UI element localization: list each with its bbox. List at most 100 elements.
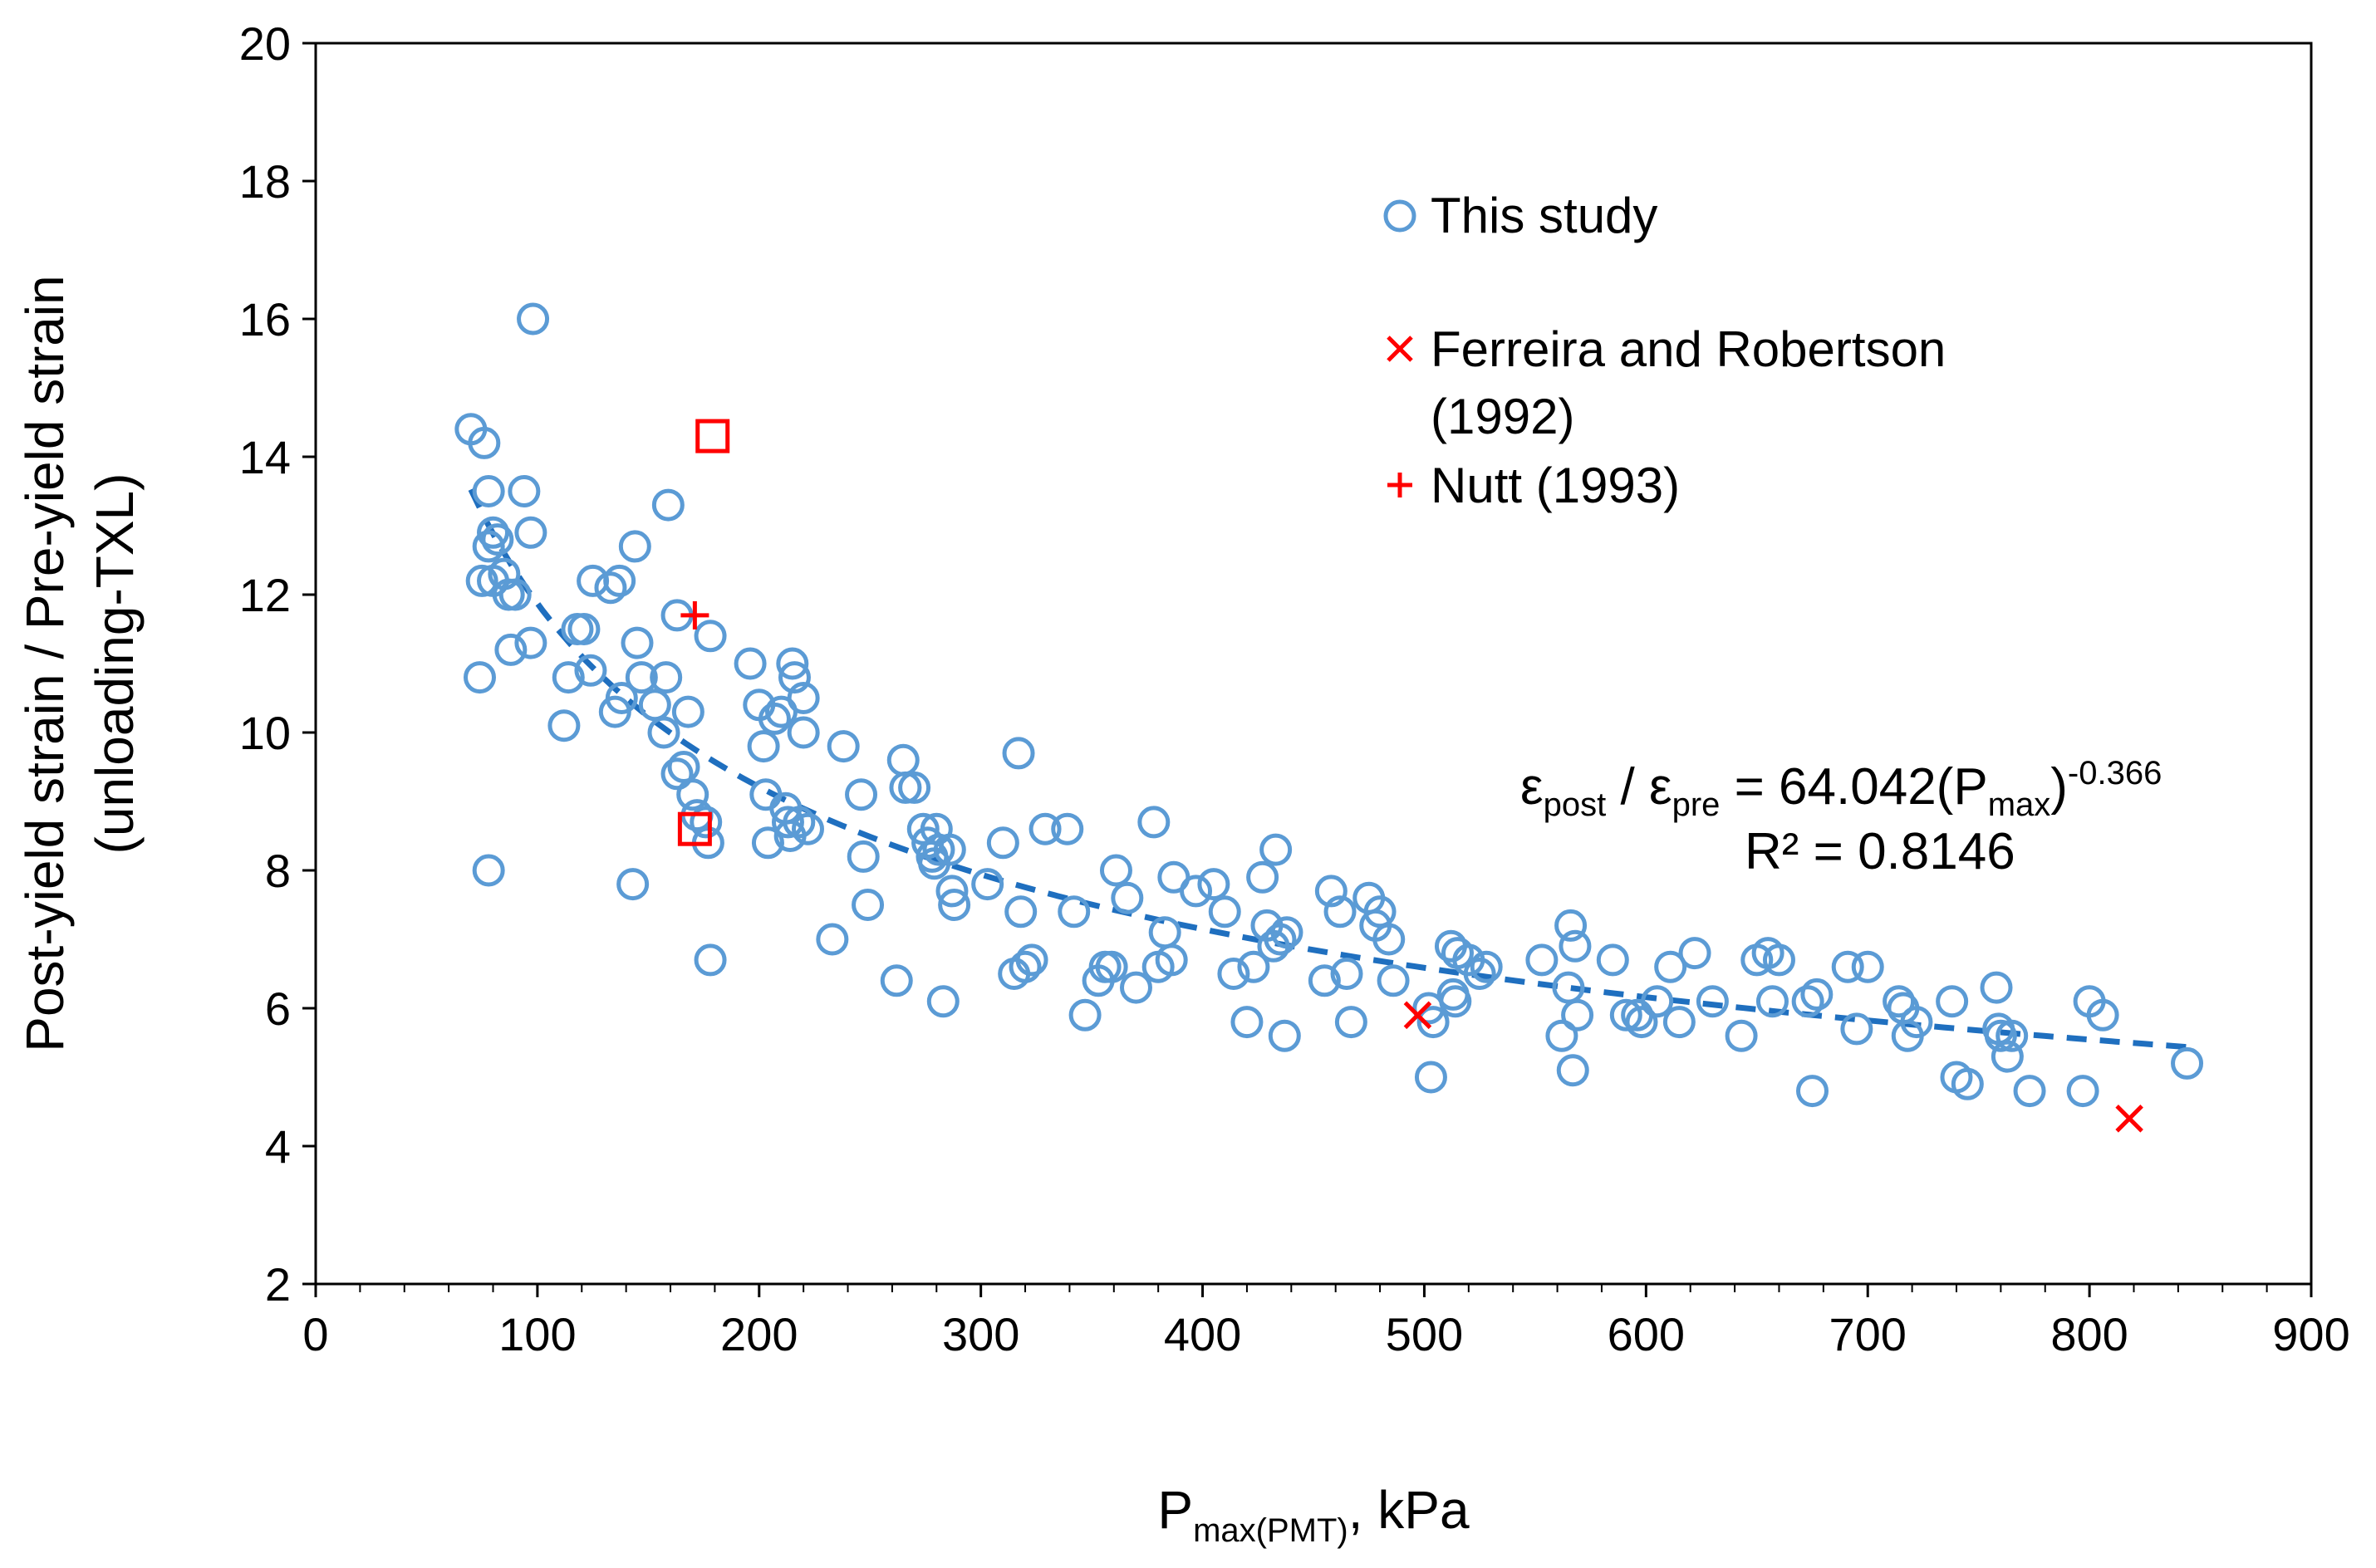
point-this-study <box>463 661 496 694</box>
point-this-study <box>694 943 727 977</box>
point-this-study <box>472 530 505 563</box>
point-this-study <box>880 964 913 997</box>
point-this-study <box>1980 971 2013 1004</box>
point-this-study <box>1002 737 1035 770</box>
x-tick-label: 300 <box>942 1308 1019 1360</box>
point-nutt <box>680 600 709 630</box>
legend: This study Ferreira and Robertson (1992)… <box>1383 188 1946 513</box>
point-this-study <box>898 771 931 804</box>
point-this-study <box>1470 950 1503 983</box>
point-this-study <box>1796 1075 1829 1108</box>
point-this-study <box>676 778 709 811</box>
y-tick-label: 16 <box>239 293 291 345</box>
y-axis-title-group: Post-yield strain / Pre-yield strain (un… <box>15 275 145 1051</box>
legend-marker-ferreira <box>1387 336 1413 362</box>
point-this-study <box>1654 950 1687 983</box>
point-this-study <box>1791 985 1824 1018</box>
point-this-study <box>971 868 1004 901</box>
legend-label-ferreira-year: (1992) <box>1431 389 1574 444</box>
point-this-study <box>938 889 971 921</box>
point-this-study <box>1416 1006 1450 1039</box>
point-this-study <box>1323 895 1357 929</box>
trend-equation: εpost / εpre = 64.042(Pmax)-0.366 <box>1520 755 2162 823</box>
point-this-study <box>1755 985 1789 1018</box>
x-tick-label: 100 <box>498 1308 576 1360</box>
y-tick-label: 18 <box>239 155 291 208</box>
point-this-study <box>547 709 581 742</box>
y-tick-label: 12 <box>239 569 291 621</box>
point-this-study <box>594 571 627 605</box>
point-this-study <box>1137 806 1171 839</box>
y-tick-label: 20 <box>239 17 291 70</box>
point-this-study <box>690 806 723 839</box>
point-this-study <box>1208 895 1241 929</box>
point-this-study <box>1246 860 1279 894</box>
point-this-study <box>660 757 694 791</box>
point-this-study <box>933 833 966 866</box>
point-this-study <box>477 516 510 549</box>
point-this-study <box>1596 943 1629 977</box>
point-this-study <box>465 564 498 597</box>
point-this-study <box>1851 950 1884 983</box>
point-this-study <box>605 682 638 714</box>
point-this-study <box>517 302 550 336</box>
point-this-study <box>926 985 960 1018</box>
point-this-study <box>671 695 704 728</box>
point-this-study <box>778 661 811 694</box>
point-this-study <box>1068 998 1102 1031</box>
y-axis-title-line1: Post-yield strain / Pre-yield strain <box>15 275 75 1051</box>
point-this-study <box>2171 1046 2204 1080</box>
point-reference-square <box>677 811 712 846</box>
point-this-study <box>751 826 784 860</box>
point-this-study <box>827 730 860 763</box>
point-this-study <box>783 806 816 839</box>
x-tick-label: 600 <box>1608 1308 1685 1360</box>
point-this-study <box>1099 854 1132 887</box>
point-this-study <box>1625 1006 1658 1039</box>
y-tick-label: 2 <box>265 1258 291 1311</box>
x-tick-label: 400 <box>1164 1308 1241 1360</box>
point-ferreira-robertson <box>1403 1001 1432 1030</box>
point-this-study <box>852 889 885 921</box>
point-this-study <box>647 716 680 749</box>
point-this-study <box>621 626 654 659</box>
point-this-study <box>986 826 1019 860</box>
axis-ticks: 0 100 200 300 400 500 600 700 800 900 2 4 6 8 10 12 14 16… <box>239 17 2350 1360</box>
point-this-study <box>1641 985 1674 1018</box>
point-this-study <box>1609 998 1642 1031</box>
point-this-study <box>1559 929 1592 963</box>
point-this-study <box>1330 958 1363 990</box>
point-this-study <box>1119 971 1152 1004</box>
point-this-study <box>1900 1006 1933 1039</box>
point-this-study <box>1463 958 1496 990</box>
point-this-study <box>1725 1019 1758 1052</box>
x-tick-label: 0 <box>302 1308 328 1360</box>
point-this-study <box>2086 998 2119 1031</box>
point-this-study <box>1840 1012 1873 1046</box>
point-this-study <box>889 771 922 804</box>
x-tick-label: 200 <box>720 1308 798 1360</box>
point-this-study <box>1197 868 1230 901</box>
point-this-study <box>472 475 505 507</box>
legend-label-ferreira: Ferreira and Robertson <box>1431 321 1946 377</box>
point-this-study <box>603 564 636 597</box>
point-this-study <box>787 682 820 714</box>
point-this-study <box>1180 875 1213 908</box>
point-this-study <box>787 716 820 749</box>
point-this-study <box>1984 1019 2017 1052</box>
data-points <box>454 302 2204 1133</box>
point-this-study <box>1678 937 1711 970</box>
point-this-study <box>1015 943 1048 977</box>
point-this-study <box>734 647 767 680</box>
legend-marker-this-study <box>1383 199 1416 233</box>
trend-r-squared: R² = 0.8146 <box>1745 823 2015 880</box>
point-this-study <box>1525 943 1559 977</box>
point-this-study <box>616 868 650 901</box>
y-tick-label: 8 <box>265 845 291 897</box>
point-this-study <box>1155 943 1188 977</box>
point-this-study <box>1554 909 1588 942</box>
point-this-study <box>494 633 528 666</box>
point-this-study <box>747 730 780 763</box>
point-this-study <box>552 661 585 694</box>
point-this-study <box>1051 812 1084 845</box>
